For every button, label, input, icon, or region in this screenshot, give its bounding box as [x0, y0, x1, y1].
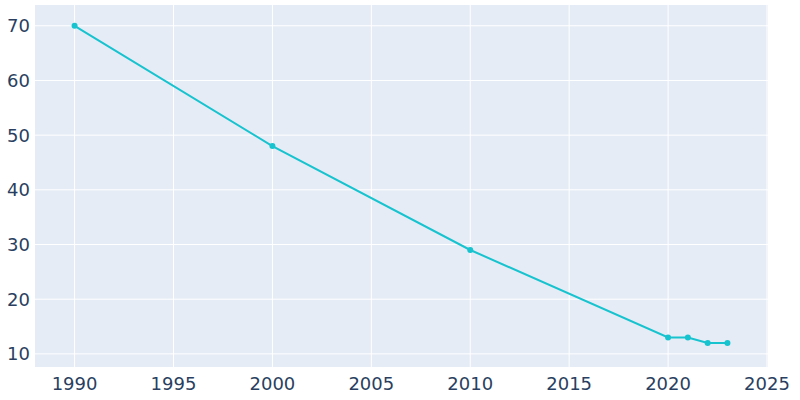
y-grid-line [35, 353, 768, 354]
y-tick-label: 40 [7, 179, 30, 200]
x-tick-label: 2005 [348, 373, 394, 394]
y-grid-line [35, 244, 768, 245]
y-tick-label: 10 [7, 343, 30, 364]
x-tick-label: 1990 [52, 373, 98, 394]
x-grid-line [371, 5, 372, 367]
y-grid-line [35, 299, 768, 300]
marker [685, 334, 691, 340]
x-grid-line [470, 5, 471, 367]
x-grid-line [74, 5, 75, 367]
x-tick-label: 1995 [151, 373, 197, 394]
y-grid-line [35, 25, 768, 26]
marker [665, 334, 671, 340]
x-grid-line [668, 5, 669, 367]
marker [724, 340, 730, 346]
marker [72, 23, 78, 29]
y-tick-label: 20 [7, 289, 30, 310]
y-tick-label: 70 [7, 15, 30, 36]
plot-marks [72, 23, 731, 346]
x-grid-line [767, 5, 768, 367]
chart: 1990 1995 2000 2005 2010 2015 2020 2025 10 20 30 40… [0, 0, 800, 400]
plot-background [35, 5, 768, 367]
y-tick-label: 50 [7, 125, 30, 146]
marker [467, 247, 473, 253]
x-grid-line [569, 5, 570, 367]
y-grid-line [35, 189, 768, 190]
x-tick-label: 2000 [250, 373, 296, 394]
y-tick-label: 60 [7, 70, 30, 91]
y-grid-line [35, 135, 768, 136]
y-grid-line [35, 80, 768, 81]
x-tick-label: 2020 [645, 373, 691, 394]
line [75, 26, 728, 343]
y-tick-label: 30 [7, 234, 30, 255]
x-tick-label: 2010 [447, 373, 493, 394]
x-tick-label: 2025 [744, 373, 790, 394]
marker [705, 340, 711, 346]
x-grid-line [272, 5, 273, 367]
x-tick-label: 2015 [546, 373, 592, 394]
marker [269, 143, 275, 149]
x-grid-line [173, 5, 174, 367]
